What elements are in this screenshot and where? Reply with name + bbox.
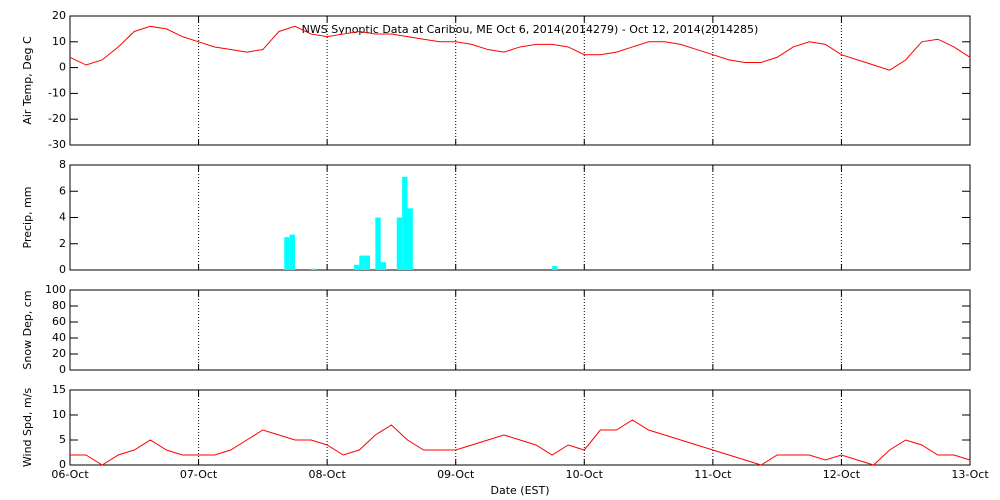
y-tick-label: 4 <box>59 211 66 224</box>
bar <box>552 266 558 270</box>
y-axis-label: Precip, mm <box>21 187 34 249</box>
bar <box>353 264 360 270</box>
y-axis-label: Wind Spd, m/s <box>21 388 34 468</box>
x-tick-label: 08-Oct <box>308 468 346 481</box>
plot-frame <box>69 164 971 271</box>
x-tick-label: 07-Oct <box>180 468 218 481</box>
bar <box>284 237 290 270</box>
bar <box>407 208 413 270</box>
y-tick-label: 10 <box>52 408 66 421</box>
x-tick-label: 06-Oct <box>51 468 89 481</box>
y-tick-label: -30 <box>48 138 66 151</box>
x-axis-label: Date (EST) <box>490 484 549 497</box>
bar <box>364 255 370 270</box>
y-tick-label: 0 <box>59 458 66 471</box>
y-tick-label: 0 <box>59 363 66 376</box>
y-tick-label: 8 <box>59 158 66 171</box>
y-axis-label: Air Temp, Deg C <box>21 36 34 125</box>
x-tick-label: 11-Oct <box>694 468 732 481</box>
y-tick-label: -20 <box>48 112 66 125</box>
x-tick-label: 09-Oct <box>437 468 475 481</box>
chart-title: NWS Synoptic Data at Caribou, ME Oct 6, … <box>302 23 759 36</box>
bar <box>396 217 403 270</box>
y-tick-label: 15 <box>52 383 66 396</box>
y-tick-label: 20 <box>52 9 66 22</box>
bar <box>311 268 317 270</box>
x-tick-label: 10-Oct <box>566 468 604 481</box>
y-tick-label: 40 <box>52 331 66 344</box>
bar <box>380 262 387 270</box>
y-tick-label: 100 <box>45 283 66 296</box>
data-line <box>69 25 971 71</box>
plot-frame <box>69 289 971 371</box>
bar <box>289 234 295 270</box>
y-tick-label: 6 <box>59 184 66 197</box>
x-tick-label: 13-Oct <box>951 468 989 481</box>
y-tick-label: -10 <box>48 86 66 99</box>
x-tick-label: 12-Oct <box>823 468 861 481</box>
y-tick-label: 0 <box>59 61 66 74</box>
data-line <box>70 419 971 466</box>
y-tick-label: 10 <box>52 35 66 48</box>
y-tick-label: 5 <box>59 433 66 446</box>
bar <box>375 217 381 270</box>
bar <box>402 176 408 270</box>
y-tick-label: 0 <box>59 263 66 276</box>
y-tick-label: 20 <box>52 347 66 360</box>
plot-frame <box>69 389 971 466</box>
y-tick-label: 2 <box>59 237 66 250</box>
y-tick-label: 60 <box>52 315 66 328</box>
y-axis-label: Snow Dep, cm <box>21 290 34 369</box>
bar <box>359 255 365 270</box>
plot-frame <box>69 15 971 146</box>
y-tick-label: 80 <box>52 299 66 312</box>
